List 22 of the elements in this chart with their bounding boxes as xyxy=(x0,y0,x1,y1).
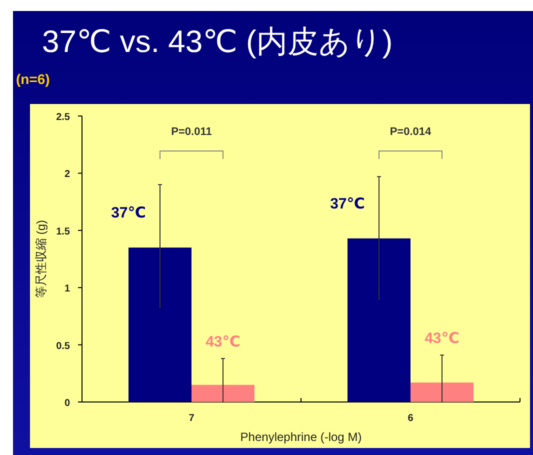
bar xyxy=(128,248,192,402)
x-axis-title: Phenylephrine (-log M) xyxy=(240,430,362,444)
y-tick-label: 1.5 xyxy=(56,226,70,238)
text: 43℃ xyxy=(206,334,240,351)
y-tick-label: 0.5 xyxy=(56,340,70,352)
series-label: 37℃ xyxy=(111,204,146,222)
annotation: P=0.014 xyxy=(390,126,432,138)
y-tick-label: 0 xyxy=(64,398,70,409)
y-axis-title: 等尺性収縮 (g) xyxy=(34,220,48,298)
y-tick-label: 2 xyxy=(64,169,70,180)
bar xyxy=(192,384,254,402)
bar xyxy=(410,382,474,402)
y-tick-label: 2.5 xyxy=(56,112,70,123)
text: (n=6) xyxy=(16,71,50,87)
x-tick-label: 6 xyxy=(408,413,414,424)
y-tick-label: 1 xyxy=(64,284,70,295)
text: 37℃ xyxy=(330,195,365,212)
text: 43℃ xyxy=(424,330,460,348)
bar xyxy=(348,238,410,402)
x-tick-label: 7 xyxy=(188,413,195,424)
annotation: P=0.011 xyxy=(171,126,212,138)
chart-title: 37℃ vs. 43℃ (内皮あり) xyxy=(42,24,393,59)
